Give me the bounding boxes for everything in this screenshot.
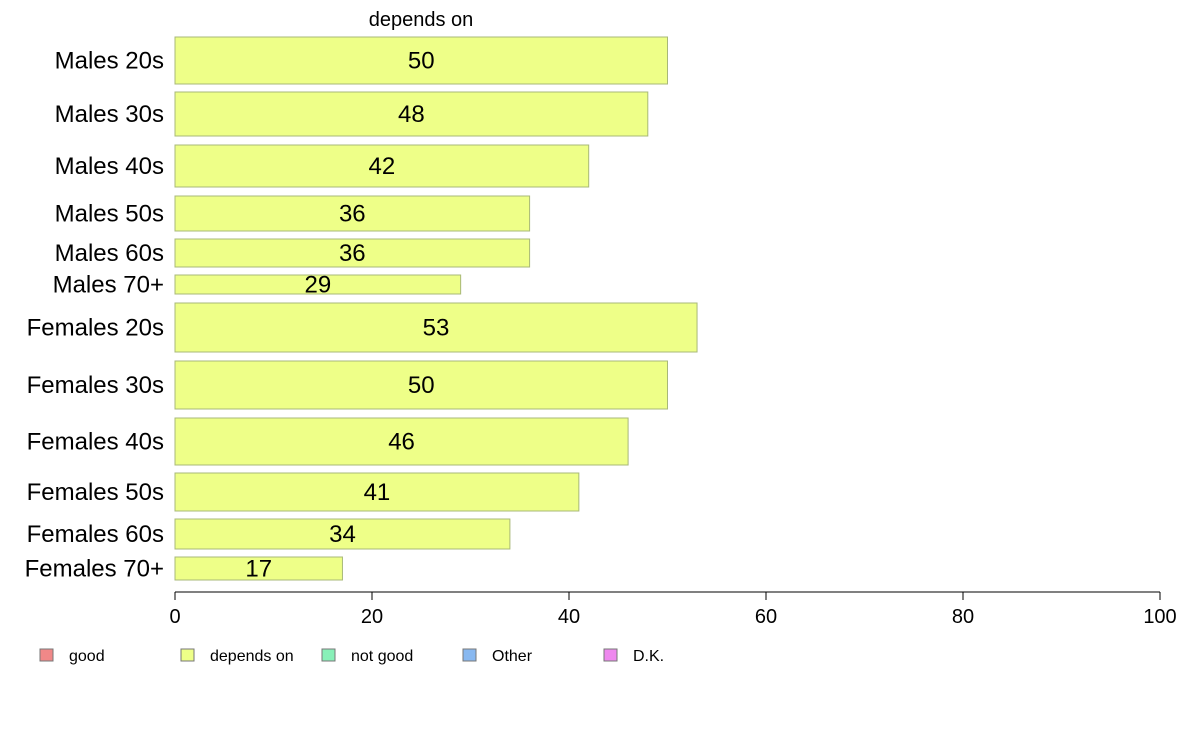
x-tick-label: 60 [755, 606, 777, 628]
category-label: Males 30s [55, 101, 164, 128]
x-tick-label: 40 [558, 606, 580, 628]
data-label: 53 [423, 315, 450, 342]
data-label: 42 [368, 153, 395, 180]
bar [174, 472, 580, 512]
category-label: Males 20s [55, 48, 164, 75]
data-label: 34 [329, 521, 356, 548]
data-label: 17 [245, 556, 272, 583]
legend-label: good [69, 648, 105, 665]
legend-swatch [321, 648, 336, 662]
bars: 50 Males 20s 48 Males 30s 42 Males 40s 36 Males… [25, 36, 698, 583]
bar [174, 556, 343, 581]
data-label: 36 [339, 201, 366, 228]
data-label: 29 [304, 272, 331, 299]
category-label: Females 70+ [25, 556, 164, 583]
bar [174, 144, 590, 188]
category-label: Males 40s [55, 153, 164, 180]
x-tick-label: 0 [169, 606, 180, 628]
data-label: 50 [408, 372, 435, 399]
legend-label: D.K. [633, 648, 664, 665]
data-label: 46 [388, 429, 415, 456]
category-label: Males 60s [55, 240, 164, 267]
legend-label: Other [492, 648, 533, 665]
data-label: 36 [339, 240, 366, 267]
bar [174, 195, 531, 232]
legend-swatch [39, 648, 54, 662]
category-label: Males 70+ [53, 272, 164, 299]
bar [174, 417, 629, 466]
x-tick-label: 80 [952, 606, 974, 628]
bar [174, 274, 462, 295]
x-tick-label: 20 [361, 606, 383, 628]
x-tick-label: 100 [1143, 606, 1176, 628]
category-label: Females 50s [27, 479, 164, 506]
legend-label: not good [351, 648, 413, 665]
category-label: Males 50s [55, 201, 164, 228]
category-label: Females 30s [27, 372, 164, 399]
bar [174, 91, 649, 137]
bar [174, 518, 511, 550]
legend-label: depends on [210, 648, 294, 665]
legend: good depends on not good Other D.K. [39, 648, 664, 665]
category-label: Females 60s [27, 521, 164, 548]
data-label: 50 [408, 48, 435, 75]
bar [174, 36, 668, 85]
bar [174, 360, 668, 410]
x-axis: 0 20 40 60 80 100 [169, 591, 1177, 628]
data-label: 48 [398, 101, 425, 128]
data-label: 41 [364, 479, 391, 506]
chart-title: depends on [369, 9, 474, 31]
legend-swatch [180, 648, 195, 662]
category-label: Females 20s [27, 315, 164, 342]
legend-swatch [462, 648, 477, 662]
legend-swatch [603, 648, 618, 662]
category-label: Females 40s [27, 429, 164, 456]
bar [174, 238, 531, 268]
bar [174, 302, 698, 353]
